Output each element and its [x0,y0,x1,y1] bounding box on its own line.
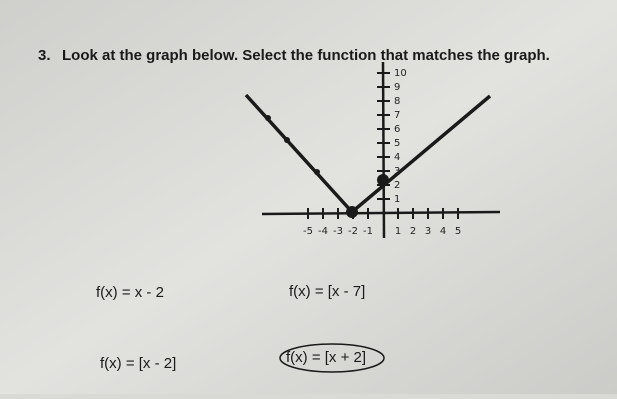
x-tick-label: -5 [303,226,313,237]
y-tick-label: 1 [394,194,400,205]
y-tick-label: 5 [394,138,400,149]
x-tick-label: -1 [363,226,373,237]
y-tick-label: 7 [394,110,400,121]
question-text: Look at the graph below. Select the func… [62,47,550,64]
dot [284,137,290,143]
y-tick-label: 9 [394,82,400,93]
x-tick-label: -4 [318,226,328,237]
x-tick-label: 5 [455,226,461,237]
x-tick-label: -3 [333,226,343,237]
y-tick-label: 4 [394,152,400,163]
dot [377,174,389,186]
x-axis [261,210,501,216]
x-tick-label: 4 [440,226,446,237]
y-tick-label: 8 [394,96,400,107]
option[interactable]: f(x) = [x - 7] [289,283,365,300]
option[interactable]: f(x) = x - 2 [96,284,164,301]
selection-circle [279,343,385,373]
question-number: 3. [38,47,51,64]
x-tick-label: -2 [348,226,358,237]
dot [265,115,271,121]
y-tick-label: 3 [394,166,400,177]
dot [314,169,320,175]
option[interactable]: f(x) = [x + 2] [286,349,366,366]
x-tick-label: 3 [425,226,431,237]
x-tick-label: 2 [410,226,416,237]
y-tick-label: 6 [394,124,400,135]
x-tick-label: 1 [395,226,401,237]
option[interactable]: f(x) = [x - 2] [100,355,176,372]
y-axis [381,61,386,239]
y-tick-label: 10 [394,68,407,79]
y-tick-label: 2 [394,180,400,191]
